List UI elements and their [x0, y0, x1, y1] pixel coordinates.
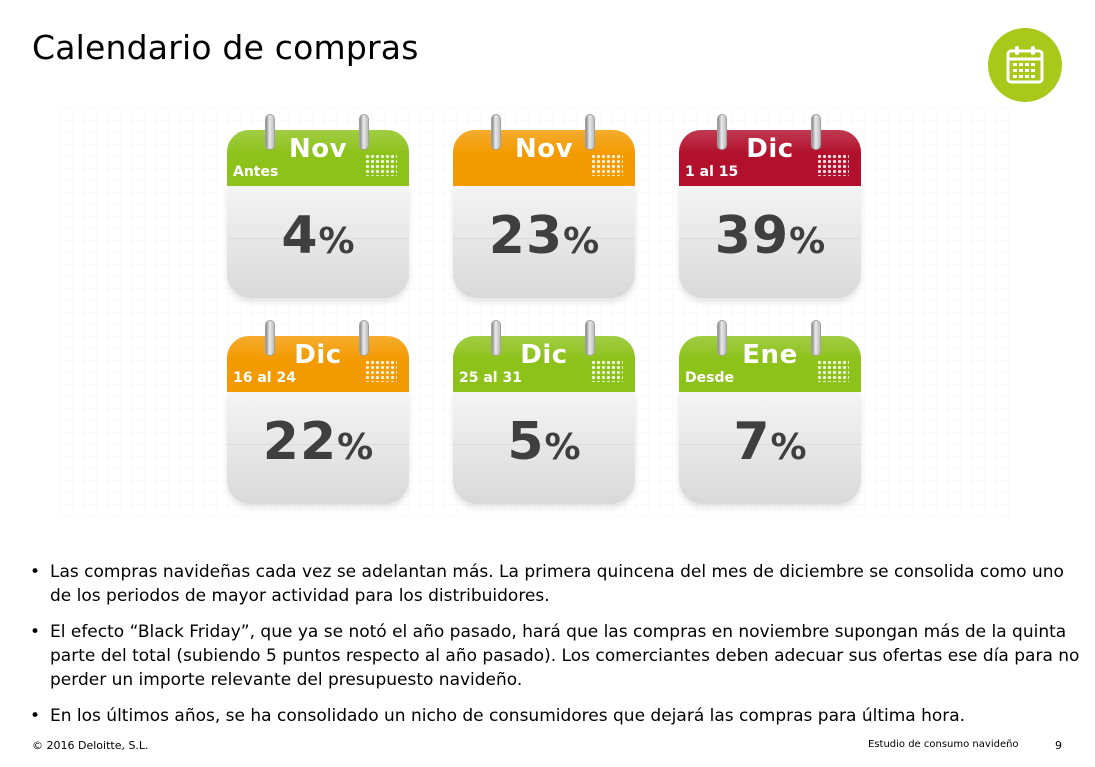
- calendar-month: Nov: [288, 134, 348, 164]
- percent-sign: %: [789, 221, 826, 262]
- calendar-percentage: 39%: [679, 206, 861, 266]
- calendar-body: [453, 186, 635, 298]
- calendar-card-dic-1-15: Dic 1 al 15 39%: [679, 114, 861, 298]
- calendar-month: Nov: [514, 134, 574, 164]
- calendar-body: [679, 186, 861, 298]
- percent-sign: %: [337, 427, 374, 468]
- bullet-marker: •: [30, 622, 41, 642]
- calendar-month: Dic: [294, 340, 342, 370]
- calendar-body: [227, 392, 409, 504]
- calendar-icon: [1006, 46, 1044, 84]
- calendar-period: Antes: [233, 164, 279, 180]
- calendar-period: 25 al 31: [459, 370, 522, 386]
- bullet-marker: •: [30, 562, 41, 582]
- binder-ring: [359, 114, 369, 150]
- calendar-month: Ene: [742, 340, 798, 370]
- binder-ring: [359, 320, 369, 356]
- binder-ring: [811, 114, 821, 150]
- binder-ring: [265, 320, 275, 356]
- binder-ring: [585, 320, 595, 356]
- percent-sign: %: [544, 427, 581, 468]
- calendar-period: 1 al 15: [685, 164, 739, 180]
- percent-sign: %: [770, 427, 807, 468]
- page-title: Calendario de compras: [32, 28, 419, 67]
- percentage-value: 7: [733, 412, 771, 472]
- binder-ring: [811, 320, 821, 356]
- calendar-grid-icon: [817, 360, 849, 382]
- calendar-grid-icon: [365, 360, 397, 382]
- bullet-marker: •: [30, 706, 41, 726]
- percent-sign: %: [318, 221, 355, 262]
- percentage-value: 23: [488, 206, 564, 266]
- calendar-percentage: 22%: [227, 412, 409, 472]
- calendar-grid-icon: [365, 154, 397, 176]
- calendar-body: [227, 186, 409, 298]
- calendar-card-nov-antes: Nov Antes 4%: [227, 114, 409, 298]
- percentage-value: 22: [262, 412, 338, 472]
- calendar-month: Dic: [520, 340, 568, 370]
- calendar-grid-icon: [817, 154, 849, 176]
- bullet-item: • En los últimos años, se ha consolidado…: [30, 704, 1080, 728]
- percentage-value: 39: [714, 206, 790, 266]
- binder-ring: [491, 320, 501, 356]
- footer-copyright: © 2016 Deloitte, S.L.: [32, 739, 149, 752]
- calendar-card-dic-16-24: Dic 16 al 24 22%: [227, 320, 409, 504]
- calendar-month: Dic: [746, 134, 794, 164]
- percentage-value: 5: [507, 412, 545, 472]
- binder-ring: [585, 114, 595, 150]
- calendar-period: 16 al 24: [233, 370, 296, 386]
- binder-ring: [265, 114, 275, 150]
- calendar-percentage: 4%: [227, 206, 409, 266]
- calendar-percentage: 7%: [679, 412, 861, 472]
- calendar-header: [453, 336, 635, 392]
- calendar-percentage: 23%: [453, 206, 635, 266]
- percent-sign: %: [563, 221, 600, 262]
- calendar-body: [679, 392, 861, 504]
- calendar-body: [453, 392, 635, 504]
- calendar-grid-icon: [591, 154, 623, 176]
- calendar-percentage: 5%: [453, 412, 635, 472]
- binder-ring: [717, 114, 727, 150]
- bullet-text: El efecto “Black Friday”, que ya se notó…: [50, 622, 1080, 690]
- calendar-grid-icon: [591, 360, 623, 382]
- bullet-item: • El efecto “Black Friday”, que ya se no…: [30, 620, 1080, 692]
- calendar-card-nov: Nov 23%: [453, 114, 635, 298]
- percentage-value: 4: [281, 206, 319, 266]
- calendar-badge: [988, 28, 1062, 102]
- calendar-card-dic-25-31: Dic 25 al 31 5%: [453, 320, 635, 504]
- calendar-header: [679, 336, 861, 392]
- calendar-period: Desde: [685, 370, 734, 386]
- bullet-item: • Las compras navideñas cada vez se adel…: [30, 560, 1080, 608]
- page-number: 9: [1055, 739, 1062, 752]
- calendar-card-ene-desde: Ene Desde 7%: [679, 320, 861, 504]
- bullet-text: En los últimos años, se ha consolidado u…: [50, 706, 966, 726]
- binder-ring: [717, 320, 727, 356]
- bullet-text: Las compras navideñas cada vez se adelan…: [50, 562, 1064, 606]
- footer-report-title: Estudio de consumo navideño: [868, 739, 1019, 750]
- binder-ring: [491, 114, 501, 150]
